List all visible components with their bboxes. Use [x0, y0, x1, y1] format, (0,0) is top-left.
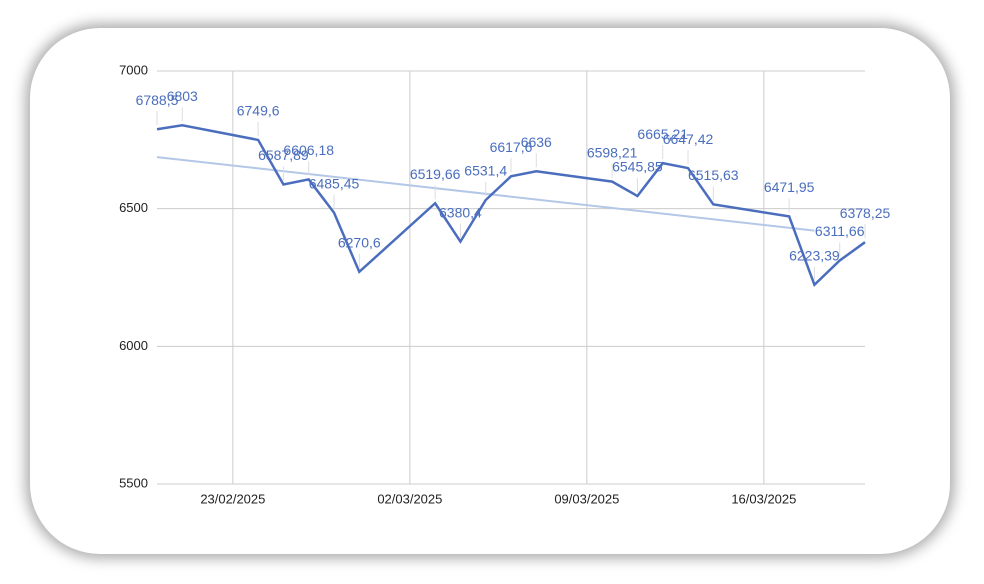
- data-label: 6788,5: [136, 92, 179, 108]
- data-label: 6606,18: [283, 142, 334, 158]
- data-label: 6223,39: [789, 248, 840, 264]
- data-label: 6485,45: [309, 175, 360, 191]
- data-label: 6531,4: [464, 163, 507, 179]
- y-tick-label: 5500: [119, 475, 148, 490]
- data-label: 6471,95: [764, 179, 815, 195]
- chart-card: [30, 28, 950, 554]
- data-label: 6647,42: [663, 131, 714, 147]
- y-tick-label: 6500: [119, 200, 148, 215]
- data-label: 6803: [167, 88, 198, 104]
- data-label: 6636: [521, 134, 552, 150]
- x-tick-label: 16/03/2025: [731, 491, 796, 506]
- data-label: 6270,6: [338, 235, 381, 251]
- x-tick-label: 23/02/2025: [200, 491, 265, 506]
- data-label: 6617,6: [490, 139, 533, 155]
- y-tick-label: 7000: [119, 62, 148, 77]
- data-label: 6311,66: [815, 223, 865, 239]
- data-label: 6515,63: [688, 167, 739, 183]
- data-label: 6378,25: [840, 205, 891, 221]
- data-label: 6587,89: [258, 147, 309, 163]
- x-tick-label: 02/03/2025: [377, 491, 442, 506]
- data-label: 6598,21: [587, 144, 638, 160]
- x-tick-label: 09/03/2025: [554, 491, 619, 506]
- data-label: 6545,85: [612, 159, 663, 175]
- data-label: 6519,66: [410, 166, 461, 182]
- data-label: 6380,4: [439, 204, 482, 220]
- data-label: 6749,6: [237, 103, 280, 119]
- y-tick-label: 6000: [119, 338, 148, 353]
- data-line: [156, 123, 866, 288]
- data-label: 6665,21: [637, 126, 688, 142]
